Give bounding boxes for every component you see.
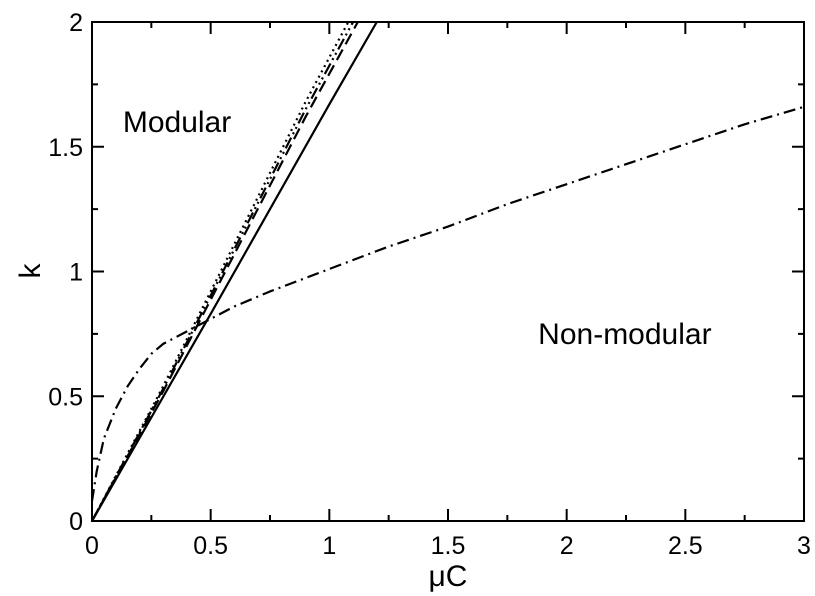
x-tick-label: 3: [797, 532, 811, 560]
ticks: [91, 21, 805, 522]
series-line-dash-dot: [92, 105, 804, 502]
series-group: [92, 22, 804, 521]
annotation-label: Modular: [123, 106, 231, 139]
series-line-dotted: [92, 22, 350, 521]
x-tick-labels: 0 0.5 1 1.5 2 2.5 3: [85, 532, 811, 560]
y-tick-label: 1.5: [48, 134, 83, 162]
x-tick-label: 2: [560, 532, 574, 560]
x-tick-label: 0.5: [193, 532, 228, 560]
annotation-label: Non-modular: [538, 318, 711, 351]
x-axis-label: μC: [429, 560, 468, 593]
x-tick-label: 2.5: [668, 532, 703, 560]
x-tick-label: 1.5: [431, 532, 466, 560]
y-tick-labels: 0 0.5 1 1.5 2: [48, 9, 83, 536]
x-tick-label: 1: [322, 532, 336, 560]
y-tick-label: 2: [69, 9, 83, 37]
plot-frame: [91, 21, 805, 522]
y-tick-label: 0: [69, 508, 83, 536]
y-axis-label: k: [14, 263, 47, 279]
annotations: Modular Non-modular: [123, 106, 712, 351]
series-line-dash-dot-dot: [92, 22, 355, 521]
y-tick-label: 0.5: [48, 383, 83, 411]
series-line-solid: [92, 22, 378, 521]
y-tick-label: 1: [69, 259, 83, 287]
series-line-dashed: [92, 22, 359, 521]
x-tick-label: 0: [85, 532, 99, 560]
